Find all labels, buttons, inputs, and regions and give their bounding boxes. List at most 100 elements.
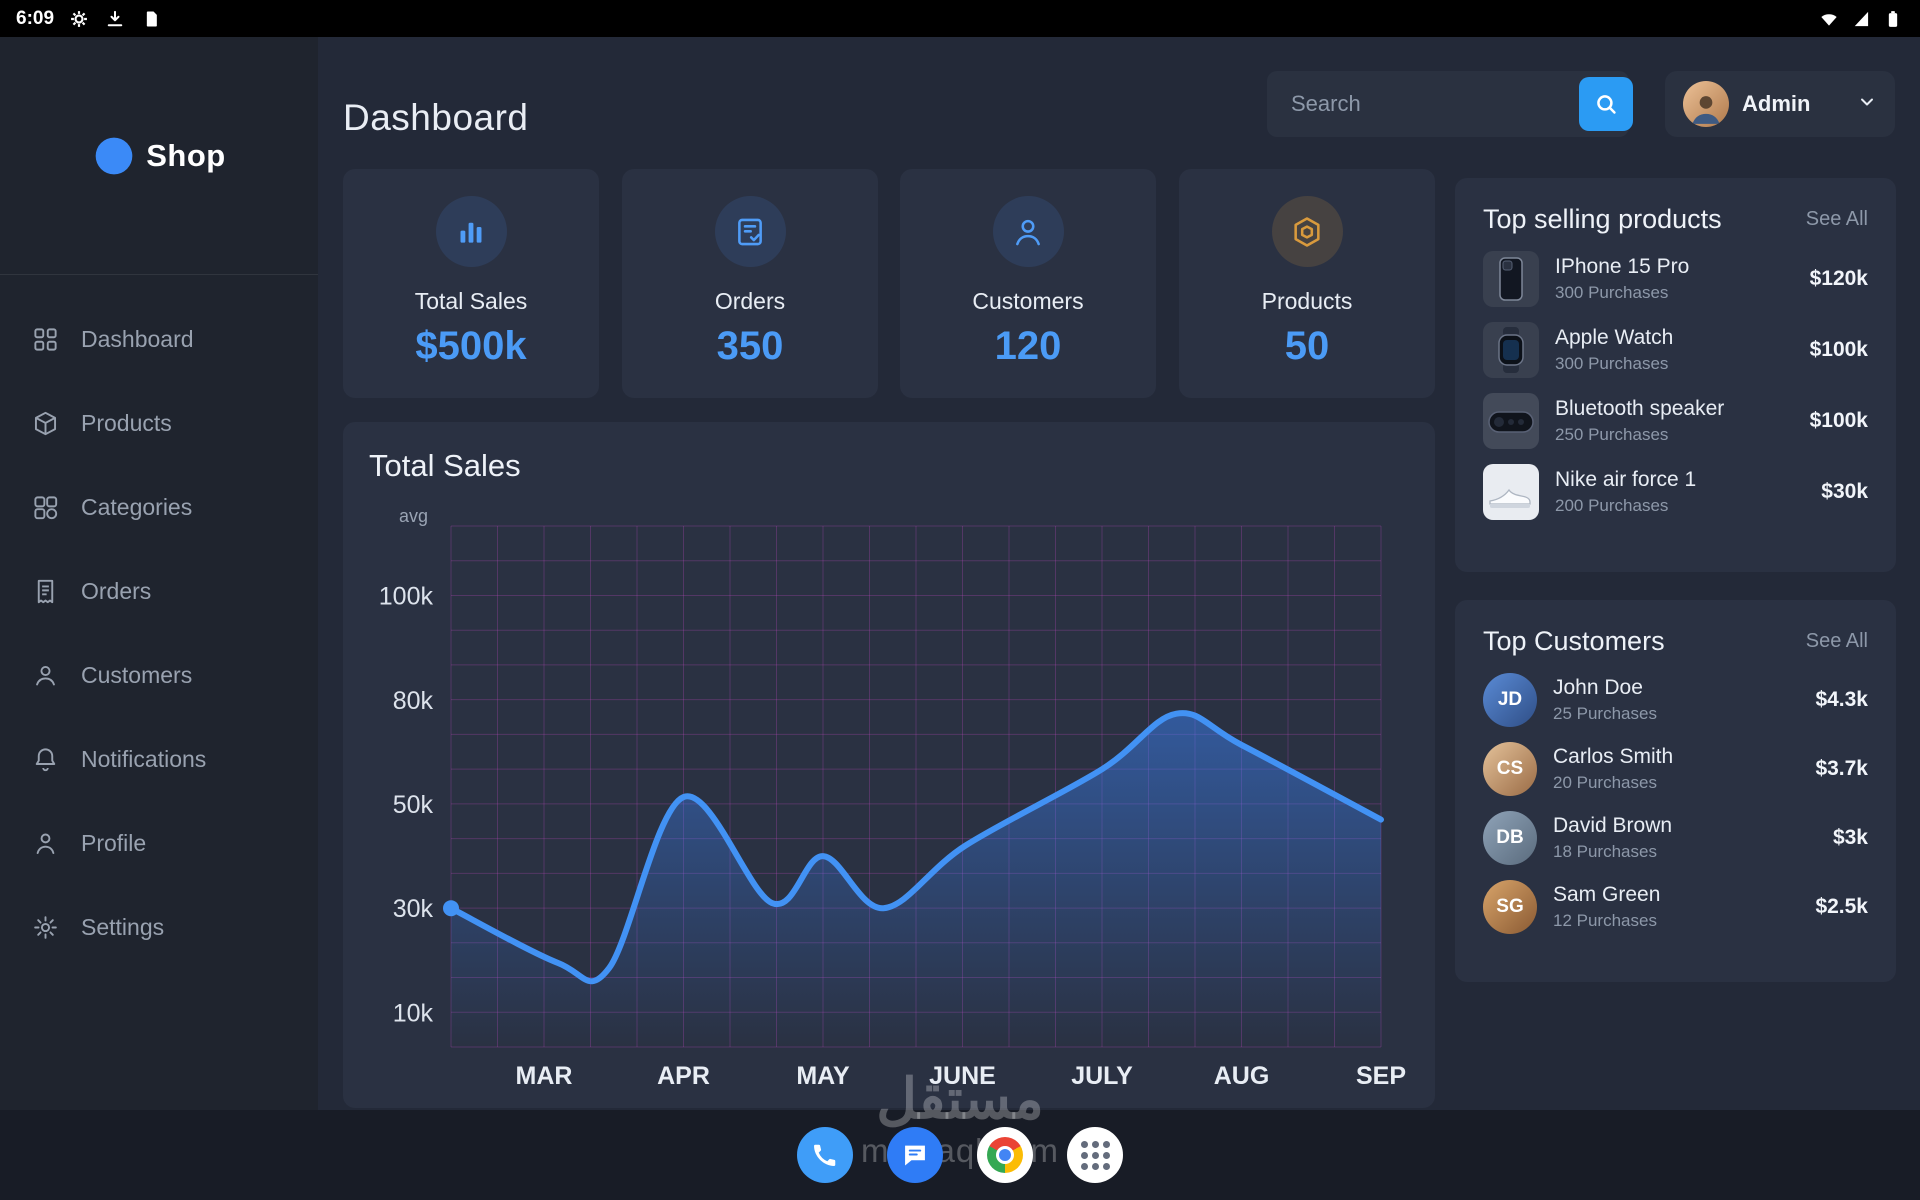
chevron-down-icon (1857, 92, 1877, 117)
sidebar-item-label: Settings (81, 913, 165, 940)
top-customers-see-all[interactable]: See All (1805, 630, 1868, 652)
customer-purchases: 20 Purchases (1553, 773, 1657, 792)
settings-icon (34, 915, 57, 939)
sidebar-item-label: Products (81, 409, 172, 436)
admin-avatar (1683, 81, 1729, 127)
customer-purchases: 25 Purchases (1553, 704, 1657, 723)
search-button[interactable] (1579, 77, 1633, 131)
app-drawer-dock-icon[interactable] (1067, 1127, 1123, 1183)
stat-value: $500k (415, 324, 527, 368)
stat-card-products[interactable]: Products 50 (1179, 169, 1435, 398)
customer-icon (992, 196, 1064, 267)
product-name: Nike air force 1 (1555, 468, 1697, 491)
app-logo: Shop (0, 37, 318, 275)
product-name: Apple Watch (1555, 326, 1674, 349)
iphone-thumb (1483, 251, 1539, 307)
sidebar-item-label: Categories (81, 493, 193, 520)
sidebar-item-label: Dashboard (81, 325, 194, 352)
admin-menu[interactable]: Admin (1665, 71, 1895, 137)
stat-label: Customers (972, 288, 1084, 314)
battery-icon (1882, 8, 1904, 30)
product-name: IPhone 15 Pro (1555, 255, 1690, 278)
stat-value: 50 (1284, 324, 1330, 368)
sidebar-item-orders[interactable]: Orders (0, 549, 318, 633)
messages-dock-icon[interactable] (887, 1127, 943, 1183)
order-check-icon (714, 196, 786, 267)
product-row[interactable]: Apple Watch 300 Purchases $100k (1483, 322, 1868, 378)
sidebar-item-profile[interactable]: Profile (0, 801, 318, 885)
customer-row[interactable]: DB David Brown 18 Purchases $3k (1483, 811, 1868, 865)
svg-text:JULY: JULY (1071, 1062, 1133, 1090)
phone-dock-icon[interactable] (797, 1127, 853, 1183)
product-row[interactable]: IPhone 15 Pro 300 Purchases $120k (1483, 251, 1868, 307)
dock (797, 1127, 1123, 1183)
customer-row[interactable]: JD John Doe 25 Purchases $4.3k (1483, 673, 1868, 727)
sidebar: Shop Dashboard Products Categories Order… (0, 37, 318, 1110)
orders-icon (37, 579, 54, 603)
product-row[interactable]: Nike air force 1 200 Purchases $30k (1483, 464, 1868, 520)
sidebar-item-settings[interactable]: Settings (0, 885, 318, 969)
sidebar-item-products[interactable]: Products (0, 381, 318, 465)
svg-text:10k: 10k (393, 999, 434, 1027)
svg-text:MAY: MAY (796, 1062, 850, 1090)
product-price: $100k (1809, 338, 1868, 361)
product-row[interactable]: Bluetooth speaker 250 Purchases $100k (1483, 393, 1868, 449)
sidebar-item-dashboard[interactable]: Dashboard (0, 297, 318, 381)
customer-row[interactable]: SG Sam Green 12 Purchases $2.5k (1483, 880, 1868, 934)
sidebar-nav: Dashboard Products Categories Orders Cus… (0, 275, 318, 969)
stat-card-total-sales[interactable]: Total Sales $500k (343, 169, 599, 398)
chart-avg-label: avg (399, 506, 429, 526)
customer-avatar: CS (1483, 742, 1537, 796)
product-purchases: 300 Purchases (1555, 354, 1669, 373)
chrome-dock-icon[interactable] (977, 1127, 1033, 1183)
sidebar-item-label: Customers (81, 661, 193, 688)
download-status-icon (104, 8, 126, 30)
dashboard-icon (34, 327, 57, 351)
profile-icon (36, 833, 55, 854)
search-input[interactable] (1291, 91, 1579, 117)
svg-text:APR: APR (657, 1062, 710, 1090)
customer-amount: $2.5k (1815, 895, 1868, 918)
customer-amount: $3.7k (1815, 757, 1868, 780)
stat-card-orders[interactable]: Orders 350 (622, 169, 878, 398)
customer-purchases: 12 Purchases (1553, 911, 1657, 930)
sidebar-item-categories[interactable]: Categories (0, 465, 318, 549)
products-icon (34, 411, 57, 435)
top-customers-panel: Top Customers See All JD John Doe 25 Pur… (1455, 600, 1896, 982)
customer-name: John Doe (1553, 676, 1643, 699)
svg-text:SEP: SEP (1356, 1062, 1406, 1090)
shoe-thumb (1483, 464, 1539, 520)
stat-label: Total Sales (414, 288, 528, 314)
product-purchases: 250 Purchases (1555, 425, 1669, 444)
page-title: Dashboard (343, 97, 529, 138)
sidebar-item-label: Notifications (81, 745, 207, 772)
product-price: $100k (1809, 409, 1868, 432)
search-box (1267, 71, 1633, 137)
sales-line-chart: 100k 80k 50k 30k 10k MAR APR MAY JUNE JULY AUG SEP (379, 525, 1406, 1090)
svg-text:AUG: AUG (1214, 1062, 1270, 1090)
customer-purchases: 18 Purchases (1553, 842, 1657, 861)
stat-label: Orders (714, 288, 786, 314)
watch-thumb (1483, 322, 1539, 378)
status-bar: 6:09 (0, 0, 1920, 37)
product-purchases: 300 Purchases (1555, 283, 1669, 302)
customer-row[interactable]: CS Carlos Smith 20 Purchases $3.7k (1483, 742, 1868, 796)
sidebar-item-customers[interactable]: Customers (0, 633, 318, 717)
customer-avatar: DB (1483, 811, 1537, 865)
wifi-icon (1818, 8, 1840, 30)
search-icon (1597, 95, 1616, 114)
stat-card-customers[interactable]: Customers 120 (900, 169, 1156, 398)
product-price: $120k (1809, 267, 1868, 290)
sdcard-status-icon (140, 8, 162, 30)
customer-avatar: JD (1483, 673, 1537, 727)
shop-logo-icon (92, 134, 136, 178)
top-products-see-all[interactable]: See All (1805, 208, 1868, 230)
main-content: Dashboard Admin Total Sales $500k (318, 37, 1920, 1110)
customer-amount: $4.3k (1815, 688, 1868, 711)
top-products-title: Top selling products (1483, 204, 1722, 234)
svg-text:50k: 50k (393, 791, 434, 819)
sidebar-item-label: Orders (81, 577, 152, 604)
top-customers-title: Top Customers (1483, 626, 1665, 656)
sidebar-item-notifications[interactable]: Notifications (0, 717, 318, 801)
